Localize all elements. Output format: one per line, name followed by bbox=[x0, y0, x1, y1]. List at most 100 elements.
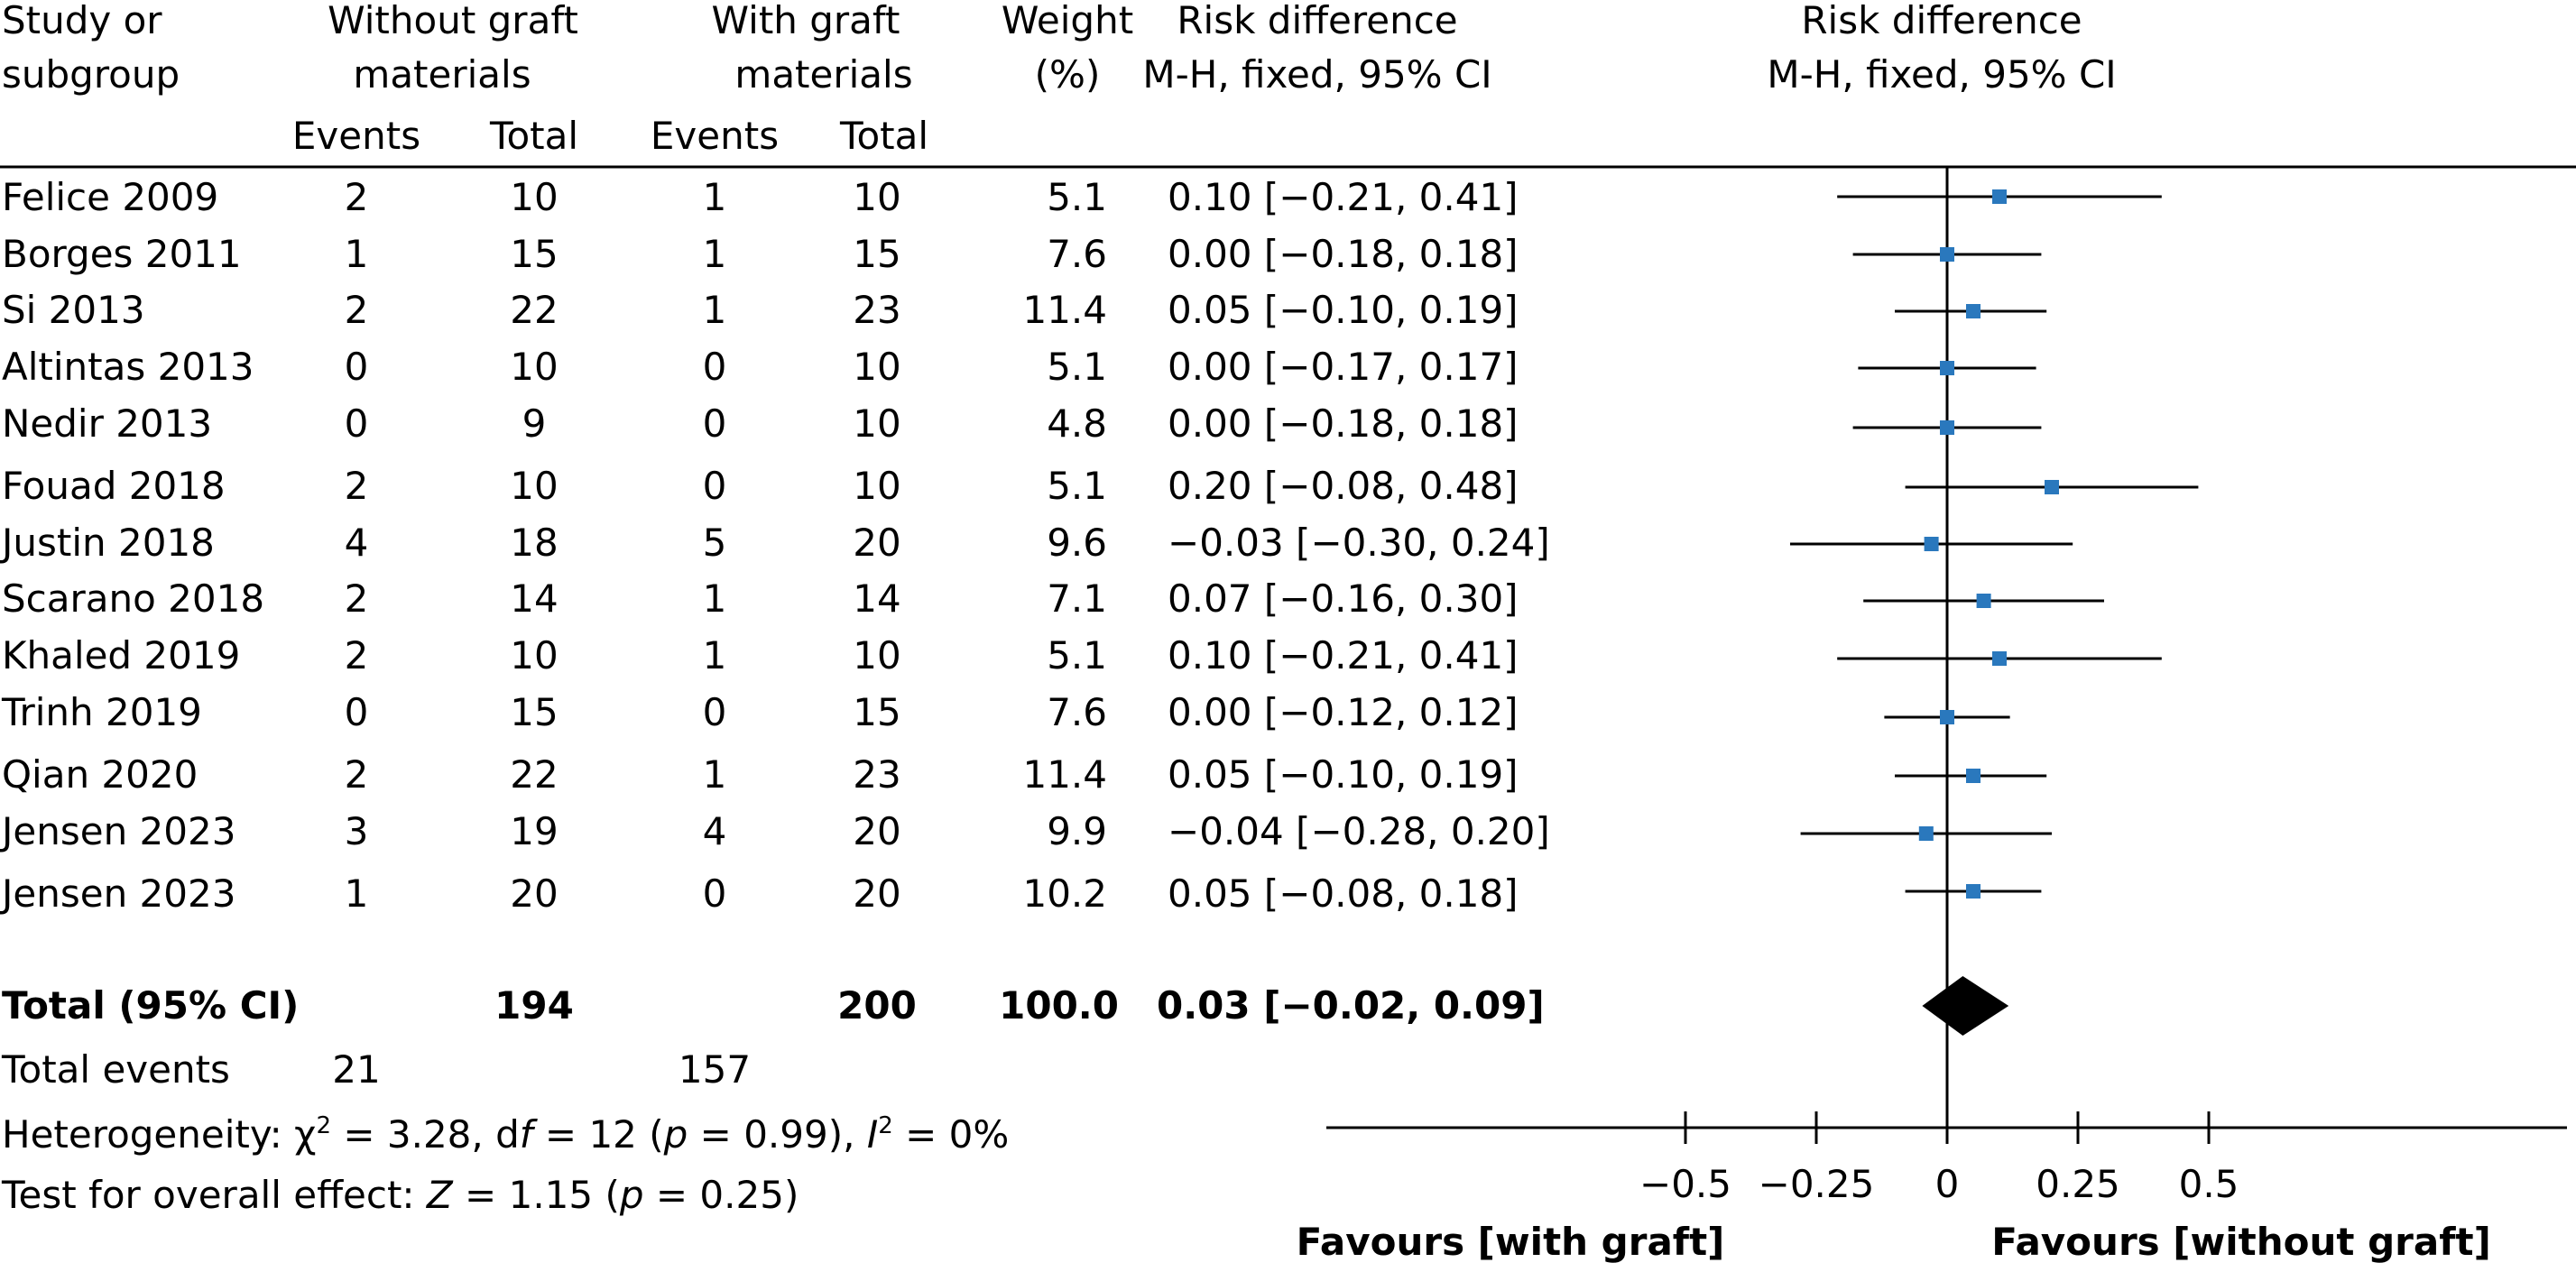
total-without: 22 bbox=[510, 752, 559, 797]
header-weight-line2: (%) bbox=[1034, 52, 1101, 97]
events-with: 0 bbox=[702, 690, 727, 734]
header-rd-col-line1: Risk difference bbox=[1177, 0, 1458, 42]
events-with: 0 bbox=[702, 401, 727, 446]
total-label: Total (95% CI) bbox=[2, 983, 300, 1028]
events-with: 0 bbox=[702, 345, 727, 389]
total-without: 15 bbox=[510, 232, 559, 276]
weight: 7.1 bbox=[1047, 576, 1107, 621]
header-with-line1: With graft bbox=[711, 0, 900, 42]
total-without: 14 bbox=[510, 576, 559, 621]
header-events-with: Events bbox=[650, 114, 780, 158]
study-name: Jensen 2023 bbox=[2, 871, 236, 916]
total-t2: 200 bbox=[837, 983, 917, 1028]
study-point-marker bbox=[1940, 710, 1954, 724]
events-with: 0 bbox=[702, 464, 727, 508]
header-without-line1: Without graft bbox=[328, 0, 578, 42]
study-name: Justin 2018 bbox=[2, 521, 215, 565]
weight: 11.4 bbox=[1022, 752, 1107, 797]
weight: 7.6 bbox=[1047, 232, 1107, 276]
header-rd-plot-line2: M-H, fixed, 95% CI bbox=[1767, 52, 2117, 97]
events-with: 1 bbox=[702, 633, 727, 677]
study-name: Scarano 2018 bbox=[2, 576, 265, 621]
weight: 5.1 bbox=[1047, 633, 1107, 677]
xlabel-left: Favours [with graft] bbox=[1296, 1220, 1725, 1264]
study-point-marker bbox=[1940, 247, 1954, 262]
overall-effect-text: Test for overall effect: Z = 1.15 (p = 0… bbox=[2, 1173, 799, 1217]
events-with: 1 bbox=[702, 752, 727, 797]
x-tick-label: −0.25 bbox=[1758, 1162, 1875, 1206]
total-with: 15 bbox=[853, 232, 901, 276]
x-tick-label: 0.25 bbox=[2036, 1162, 2120, 1206]
events-with: 1 bbox=[702, 576, 727, 621]
total-ci: 0.03 [−0.02, 0.09] bbox=[1157, 983, 1545, 1028]
total-with: 10 bbox=[853, 175, 901, 219]
risk-difference-ci: 0.10 [−0.21, 0.41] bbox=[1168, 633, 1519, 677]
risk-difference-ci: 0.10 [−0.21, 0.41] bbox=[1168, 175, 1519, 219]
header-total-without: Total bbox=[489, 114, 579, 158]
x-tick-label: −0.5 bbox=[1639, 1162, 1731, 1206]
study-name: Qian 2020 bbox=[2, 752, 199, 797]
study-point-marker bbox=[1924, 537, 1939, 551]
heterogeneity-text: Heterogeneity: χ2 = 3.28, df = 12 (p = 0… bbox=[2, 1112, 1010, 1157]
events-without: 3 bbox=[344, 809, 369, 853]
total-with: 23 bbox=[853, 288, 901, 332]
total-with: 10 bbox=[853, 633, 901, 677]
risk-difference-ci: 0.00 [−0.12, 0.12] bbox=[1168, 690, 1519, 734]
study-name: Altintas 2013 bbox=[2, 345, 254, 389]
study-point-marker bbox=[1992, 189, 2007, 204]
weight: 5.1 bbox=[1047, 345, 1107, 389]
events-without: 2 bbox=[344, 175, 369, 219]
total-with: 20 bbox=[853, 809, 901, 853]
study-name: Fouad 2018 bbox=[2, 464, 226, 508]
study-name: Borges 2011 bbox=[2, 232, 242, 276]
study-point-marker bbox=[1966, 304, 1980, 318]
study-point-marker bbox=[2045, 480, 2059, 494]
total-with: 23 bbox=[853, 752, 901, 797]
weight: 10.2 bbox=[1022, 871, 1107, 916]
weight: 4.8 bbox=[1047, 401, 1107, 446]
header-total-with: Total bbox=[839, 114, 929, 158]
events-without: 1 bbox=[344, 871, 369, 916]
events-without: 2 bbox=[344, 576, 369, 621]
header-rd-plot-line1: Risk difference bbox=[1801, 0, 2082, 42]
total-without: 10 bbox=[510, 175, 559, 219]
weight: 5.1 bbox=[1047, 464, 1107, 508]
events-without: 2 bbox=[344, 464, 369, 508]
weight: 9.9 bbox=[1047, 809, 1107, 853]
total-without: 10 bbox=[510, 633, 559, 677]
study-name: Si 2013 bbox=[2, 288, 145, 332]
study-name: Nedir 2013 bbox=[2, 401, 213, 446]
xlabel-right: Favours [without graft] bbox=[1991, 1220, 2491, 1264]
weight: 9.6 bbox=[1047, 521, 1107, 565]
header-rd-col-line2: M-H, fixed, 95% CI bbox=[1142, 52, 1492, 97]
total-weight: 100.0 bbox=[999, 983, 1119, 1028]
header-with-line2: materials bbox=[734, 52, 913, 97]
total-with: 15 bbox=[853, 690, 901, 734]
events-without: 0 bbox=[344, 345, 369, 389]
events-with: 1 bbox=[702, 232, 727, 276]
total-with: 10 bbox=[853, 345, 901, 389]
pooled-diamond bbox=[1922, 976, 2009, 1036]
total-events-label: Total events bbox=[2, 1047, 230, 1092]
study-point-marker bbox=[1976, 594, 1991, 608]
total-without: 10 bbox=[510, 345, 559, 389]
risk-difference-ci: −0.04 [−0.28, 0.20] bbox=[1168, 809, 1550, 853]
risk-difference-ci: 0.05 [−0.10, 0.19] bbox=[1168, 288, 1519, 332]
total-events-without: 21 bbox=[332, 1047, 381, 1092]
study-point-marker bbox=[1966, 884, 1980, 899]
weight: 5.1 bbox=[1047, 175, 1107, 219]
events-without: 1 bbox=[344, 232, 369, 276]
events-without: 2 bbox=[344, 288, 369, 332]
total-without: 18 bbox=[510, 521, 559, 565]
total-without: 15 bbox=[510, 690, 559, 734]
study-point-marker bbox=[1918, 826, 1934, 841]
header-study-line1: Study or bbox=[2, 0, 162, 42]
total-with: 10 bbox=[853, 464, 901, 508]
total-without: 19 bbox=[510, 809, 559, 853]
header-events-without: Events bbox=[291, 114, 421, 158]
events-with: 5 bbox=[702, 521, 727, 565]
total-with: 14 bbox=[853, 576, 901, 621]
events-without: 4 bbox=[344, 521, 369, 565]
events-without: 2 bbox=[344, 752, 369, 797]
